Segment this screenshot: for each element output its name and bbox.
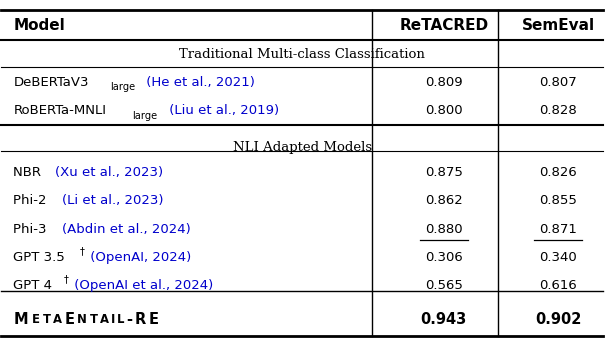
Text: DeBERTaV3: DeBERTaV3: [13, 76, 89, 89]
Text: E: E: [32, 313, 40, 326]
Text: (He et al., 2021): (He et al., 2021): [142, 76, 255, 89]
Text: (Li et al., 2023): (Li et al., 2023): [62, 194, 163, 207]
Text: 0.875: 0.875: [425, 166, 463, 179]
Text: Traditional Multi-class Classification: Traditional Multi-class Classification: [179, 48, 425, 61]
Text: 0.943: 0.943: [421, 312, 467, 327]
Text: NLI Adapted Models: NLI Adapted Models: [233, 141, 372, 154]
Text: (Abdin et al., 2024): (Abdin et al., 2024): [62, 222, 190, 236]
Text: 0.340: 0.340: [539, 251, 577, 264]
Text: (OpenAI et al., 2024): (OpenAI et al., 2024): [70, 279, 213, 292]
Text: GPT 4: GPT 4: [13, 279, 53, 292]
Text: ReTACRED: ReTACRED: [399, 18, 488, 33]
Text: 0.616: 0.616: [539, 279, 577, 292]
Text: GPT 3.5: GPT 3.5: [13, 251, 65, 264]
Text: Model: Model: [13, 18, 65, 33]
Text: large: large: [133, 111, 158, 121]
Text: large: large: [110, 82, 135, 92]
Text: T: T: [90, 313, 98, 326]
Text: Phi-2: Phi-2: [13, 194, 51, 207]
Text: 0.880: 0.880: [425, 222, 462, 236]
Text: 0.862: 0.862: [425, 194, 462, 207]
Text: E: E: [148, 312, 159, 327]
Text: R: R: [134, 312, 145, 327]
Text: N: N: [77, 313, 87, 326]
Text: RoBERTa-MNLI: RoBERTa-MNLI: [13, 104, 107, 117]
Text: 0.800: 0.800: [425, 104, 462, 117]
Text: (Xu et al., 2023): (Xu et al., 2023): [55, 166, 163, 179]
Text: 0.809: 0.809: [425, 76, 462, 89]
Text: 0.855: 0.855: [539, 194, 577, 207]
Text: A: A: [53, 313, 62, 326]
Text: 0.902: 0.902: [535, 312, 581, 327]
Text: †: †: [80, 246, 85, 256]
Text: I: I: [112, 313, 116, 326]
Text: †: †: [64, 274, 68, 284]
Text: (OpenAI, 2024): (OpenAI, 2024): [86, 251, 191, 264]
Text: SemEval: SemEval: [522, 18, 594, 33]
Text: 0.826: 0.826: [539, 166, 577, 179]
Text: 0.828: 0.828: [539, 104, 577, 117]
Text: 0.306: 0.306: [425, 251, 462, 264]
Text: E: E: [64, 312, 74, 327]
Text: NBR: NBR: [13, 166, 45, 179]
Text: Phi-3: Phi-3: [13, 222, 51, 236]
Text: -: -: [127, 312, 133, 327]
Text: 0.871: 0.871: [539, 222, 577, 236]
Text: M: M: [13, 312, 28, 327]
Text: T: T: [42, 313, 50, 326]
Text: 0.565: 0.565: [425, 279, 463, 292]
Text: (Liu et al., 2019): (Liu et al., 2019): [165, 104, 279, 117]
Text: L: L: [117, 313, 124, 326]
Text: 0.807: 0.807: [539, 76, 577, 89]
Text: A: A: [100, 313, 108, 326]
